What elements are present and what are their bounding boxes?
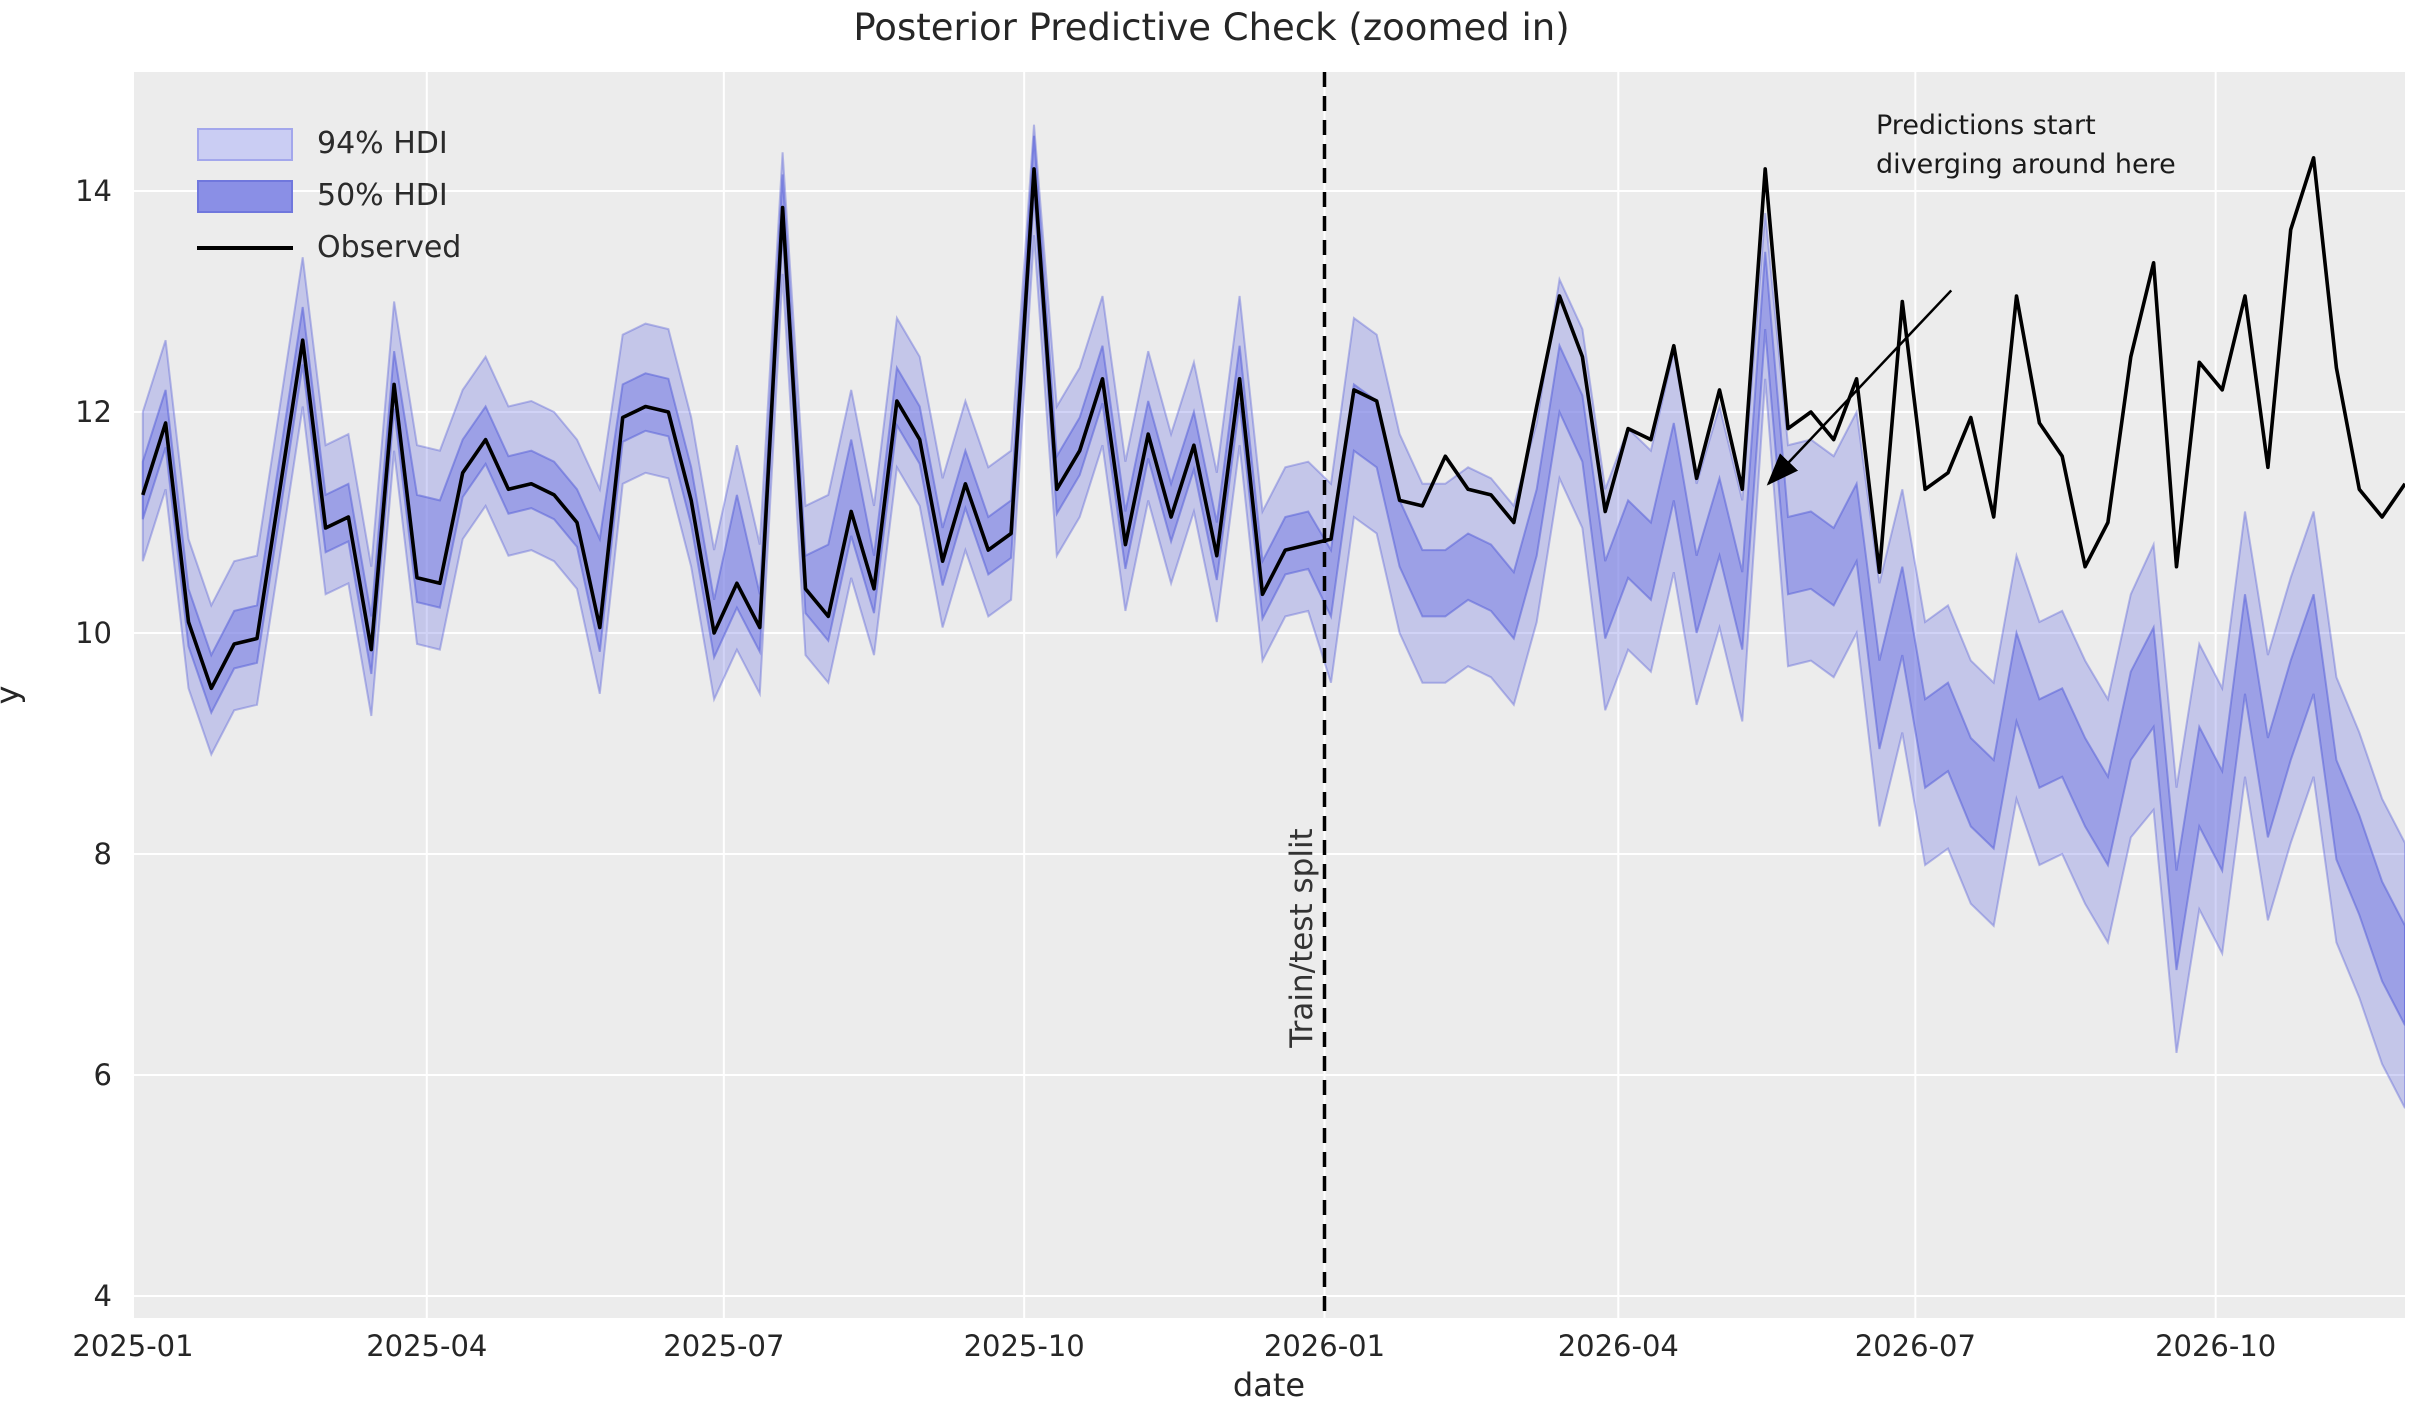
legend-item-50-hdi: 50% HDI	[197, 170, 461, 222]
hdi94-swatch-icon	[197, 127, 293, 161]
chart-title: Posterior Predictive Check (zoomed in)	[853, 6, 1570, 49]
hdi50-swatch-icon	[197, 179, 293, 213]
observed-line-swatch-icon	[197, 246, 293, 250]
y-tick-label: 10	[75, 616, 112, 650]
y-tick-label: 14	[75, 174, 112, 208]
train-test-split-label: Train/test split	[1284, 828, 1320, 1048]
annotation-arrow	[1766, 289, 1953, 486]
x-tick-label: 2025-07	[663, 1329, 784, 1363]
legend: 94% HDI 50% HDI Observed	[197, 118, 461, 274]
legend-item-94-hdi: 94% HDI	[197, 118, 461, 170]
legend-item-observed: Observed	[197, 222, 461, 274]
observed-line	[141, 156, 2405, 691]
annotation-text: Predictions start diverging around here	[1876, 110, 2176, 180]
y-axis-label: y	[0, 686, 26, 705]
y-tick-label: 4	[94, 1279, 112, 1313]
x-tick-label: 2025-10	[964, 1329, 1085, 1363]
x-tick-label: 2026-01	[1264, 1329, 1385, 1363]
x-axis-label: date	[1232, 1366, 1306, 1404]
x-tick-label: 2026-10	[2155, 1329, 2276, 1363]
y-tick-label: 12	[75, 395, 112, 429]
hdi94-band	[141, 124, 2405, 1109]
legend-label: 94% HDI	[317, 126, 448, 161]
hdi50-band	[141, 135, 2405, 1026]
legend-label: Observed	[317, 230, 462, 265]
x-tick-label: 2026-07	[1855, 1329, 1976, 1363]
x-tick-label: 2026-04	[1558, 1329, 1679, 1363]
y-tick-label: 6	[94, 1058, 112, 1092]
y-tick-label: 8	[94, 837, 112, 871]
x-tick-label: 2025-04	[366, 1329, 487, 1363]
legend-label: 50% HDI	[317, 178, 448, 213]
x-tick-label: 2025-01	[72, 1329, 193, 1363]
